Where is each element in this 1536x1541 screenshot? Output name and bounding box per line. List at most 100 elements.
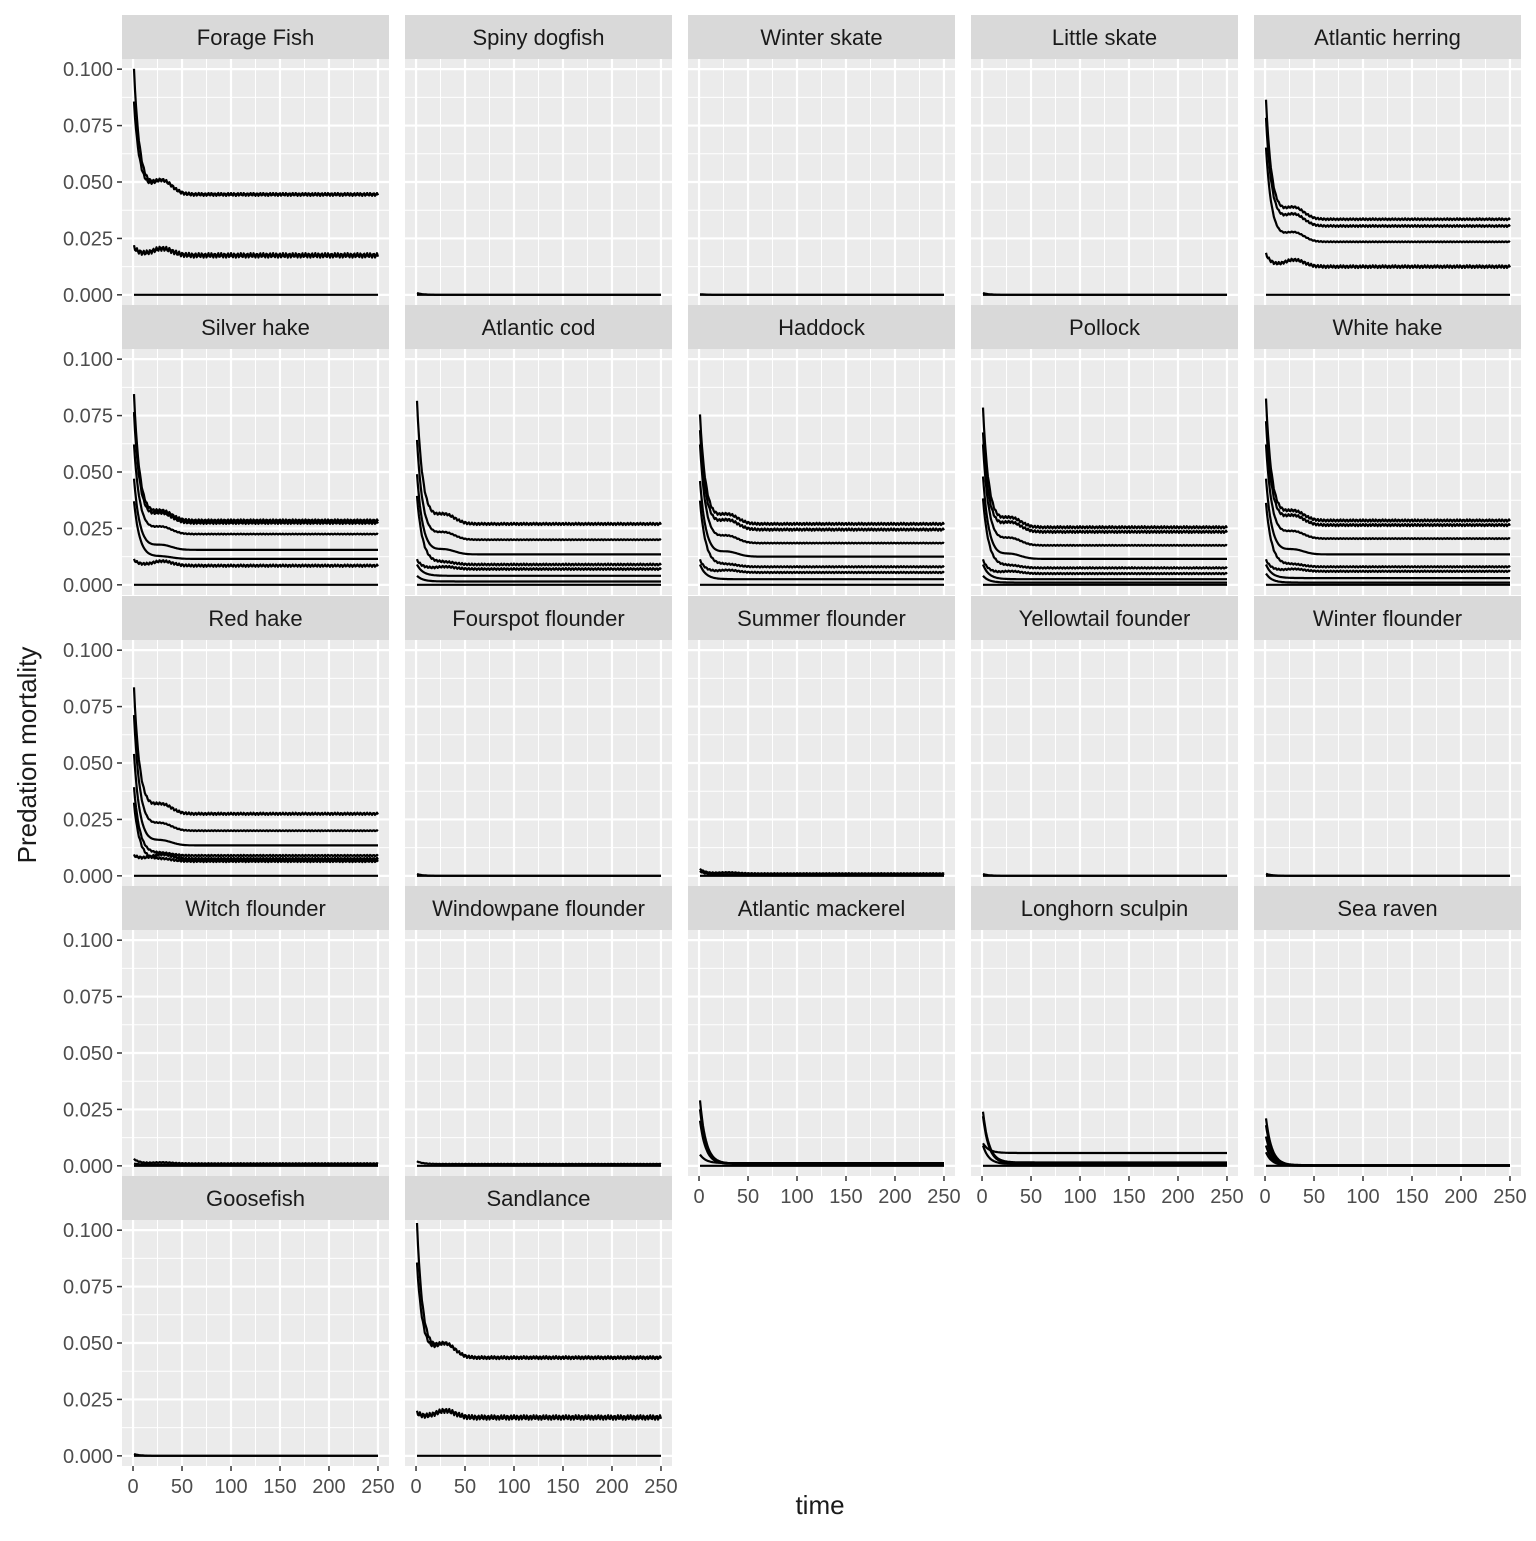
- facet-title: Red hake: [208, 606, 302, 631]
- facet-title: Little skate: [1052, 25, 1157, 50]
- series-line: [981, 432, 1228, 535]
- series-line: [698, 480, 945, 558]
- facet-title: Sea raven: [1337, 896, 1437, 921]
- y-tick-label: 0.000: [63, 575, 113, 597]
- facet-title: Silver hake: [201, 315, 310, 340]
- facet-title: Winter flounder: [1313, 606, 1462, 631]
- y-tick-label: 0.100: [63, 1220, 113, 1242]
- series-line: [416, 574, 662, 583]
- facet-strip: [405, 1176, 672, 1220]
- facet-strip: [971, 886, 1238, 930]
- series-line: [1264, 99, 1511, 222]
- facet-strip: [1254, 596, 1521, 640]
- facet-strip: [688, 15, 955, 59]
- facet-strip: [405, 596, 672, 640]
- series-line: [981, 444, 1228, 547]
- series-line: [698, 558, 945, 575]
- y-tick-label: 0.075: [63, 697, 113, 719]
- facet-title: Witch flounder: [185, 896, 326, 921]
- series-line: [132, 852, 379, 862]
- x-axis-title: time: [795, 1490, 844, 1520]
- facet-title: Haddock: [778, 315, 866, 340]
- y-tick-label: 0.025: [63, 809, 113, 831]
- series-line: [132, 412, 379, 526]
- y-tick-label: 0.075: [63, 116, 113, 138]
- series-line: [1264, 444, 1511, 541]
- series-line: [1264, 147, 1511, 244]
- y-tick-label: 0.050: [63, 753, 113, 775]
- series-line: [133, 1162, 379, 1166]
- facet-title: Sandlance: [487, 1186, 591, 1211]
- series-line: [981, 498, 1228, 570]
- series-line: [416, 563, 662, 577]
- y-tick-label: 0.000: [63, 285, 113, 307]
- series-line: [415, 495, 662, 567]
- y-tick-label: 0.050: [63, 172, 113, 194]
- y-tick-label: 0.025: [63, 1389, 113, 1411]
- x-tick-label: 100: [1346, 1186, 1379, 1208]
- series-line: [1264, 558, 1511, 574]
- x-tick-label: 50: [171, 1476, 193, 1498]
- x-tick-label: 0: [693, 1186, 704, 1208]
- y-tick-label: 0.025: [63, 518, 113, 540]
- series-line: [1264, 117, 1511, 228]
- facet-strip: [971, 15, 1238, 59]
- facet-strip: [1254, 305, 1521, 349]
- series-line: [982, 575, 1228, 584]
- facet-title: Windowpane flounder: [432, 896, 645, 921]
- series-line: [132, 444, 379, 536]
- facet-title: White hake: [1332, 315, 1442, 340]
- series-line: [132, 715, 379, 833]
- y-tick-label: 0.075: [63, 1277, 113, 1299]
- facet-strip: [688, 596, 955, 640]
- series-line: [132, 558, 379, 568]
- series-line: [1265, 572, 1511, 584]
- series-line: [132, 687, 379, 817]
- y-tick-label: 0.000: [63, 1156, 113, 1178]
- x-tick-label: 0: [1259, 1186, 1270, 1208]
- x-tick-label: 250: [927, 1186, 960, 1208]
- series-line: [981, 476, 1228, 561]
- series-line: [699, 1153, 945, 1165]
- x-tick-label: 150: [1395, 1186, 1428, 1208]
- y-tick-label: 0.100: [63, 59, 113, 81]
- facet-title: Atlantic cod: [482, 315, 596, 340]
- facet-strip: [122, 15, 389, 59]
- series-line: [415, 1407, 663, 1421]
- series-line: [981, 407, 1228, 530]
- series-line: [1264, 398, 1511, 523]
- y-axis-title: Predation mortality: [12, 647, 42, 864]
- facet-title: Fourspot flounder: [452, 606, 624, 631]
- facet-title: Atlantic mackerel: [738, 896, 906, 921]
- x-tick-label: 150: [546, 1476, 579, 1498]
- series-line: [132, 802, 379, 864]
- series-line: [415, 400, 662, 527]
- x-tick-label: 50: [1020, 1186, 1042, 1208]
- facet-strip: [1254, 15, 1521, 59]
- facet-title: Spiny dogfish: [472, 25, 604, 50]
- facet-strip: [405, 15, 672, 59]
- series-line: [981, 558, 1228, 576]
- x-tick-label: 0: [127, 1476, 138, 1498]
- x-tick-label: 150: [1112, 1186, 1145, 1208]
- x-tick-label: 250: [361, 1476, 394, 1498]
- x-tick-label: 200: [1161, 1186, 1194, 1208]
- series-line: [981, 1145, 1228, 1166]
- series-line: [982, 1142, 1228, 1155]
- x-tick-label: 100: [497, 1476, 530, 1498]
- facet-title: Pollock: [1069, 315, 1141, 340]
- y-tick-label: 0.100: [63, 930, 113, 952]
- facet-title: Atlantic herring: [1314, 25, 1461, 50]
- series-line: [1264, 502, 1511, 569]
- x-tick-label: 200: [1444, 1186, 1477, 1208]
- facet-title: Yellowtail founder: [1019, 606, 1191, 631]
- facet-title: Longhorn sculpin: [1021, 896, 1189, 921]
- series-line: [415, 1262, 662, 1361]
- y-tick-label: 0.025: [63, 228, 113, 250]
- series-line: [416, 1160, 662, 1166]
- series-line: [132, 244, 380, 259]
- y-tick-label: 0.075: [63, 406, 113, 428]
- x-tick-label: 200: [312, 1476, 345, 1498]
- x-tick-label: 100: [214, 1476, 247, 1498]
